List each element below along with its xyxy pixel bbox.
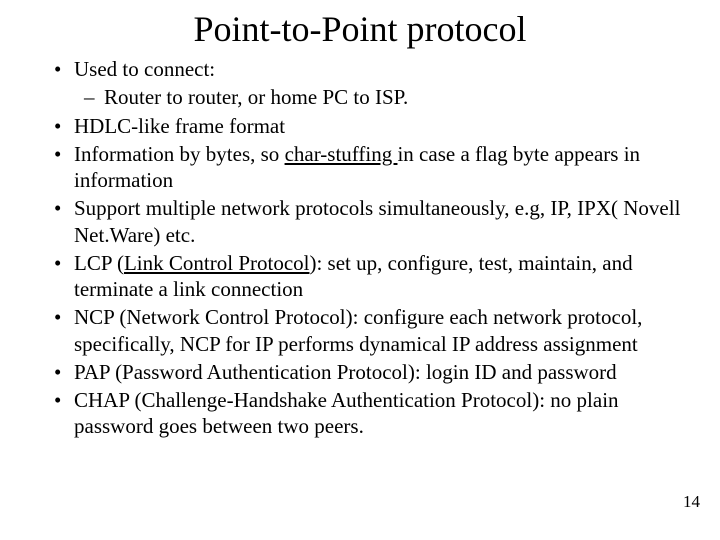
bullet-item: LCP (Link Control Protocol): set up, con… bbox=[50, 250, 690, 303]
bullet-text: Information by bytes, so bbox=[74, 142, 285, 166]
bullet-list: Used to connect: Router to router, or ho… bbox=[50, 56, 690, 440]
underlined-text: char-stuffing bbox=[285, 142, 398, 166]
bullet-item: HDLC-like frame format bbox=[50, 113, 690, 139]
bullet-item: CHAP (Challenge-Handshake Authentication… bbox=[50, 387, 690, 440]
sub-bullet-text: Router to router, or home PC to ISP. bbox=[104, 85, 408, 109]
bullet-item: Information by bytes, so char-stuffing i… bbox=[50, 141, 690, 194]
bullet-text: NCP (Network Control Protocol): configur… bbox=[74, 305, 642, 355]
slide: Point-to-Point protocol Used to connect:… bbox=[0, 0, 720, 540]
sub-bullet-item: Router to router, or home PC to ISP. bbox=[82, 84, 690, 110]
bullet-text: Used to connect: bbox=[74, 57, 215, 81]
bullet-text: Support multiple network protocols simul… bbox=[74, 196, 680, 246]
bullet-text: PAP (Password Authentication Protocol): … bbox=[74, 360, 617, 384]
bullet-item: Support multiple network protocols simul… bbox=[50, 195, 690, 248]
bullet-text: HDLC-like frame format bbox=[74, 114, 285, 138]
bullet-item: Used to connect: Router to router, or ho… bbox=[50, 56, 690, 111]
underlined-text: Link Control Protocol bbox=[124, 251, 310, 275]
slide-content: Used to connect: Router to router, or ho… bbox=[30, 56, 690, 440]
slide-title: Point-to-Point protocol bbox=[30, 8, 690, 50]
bullet-item: PAP (Password Authentication Protocol): … bbox=[50, 359, 690, 385]
bullet-text: CHAP (Challenge-Handshake Authentication… bbox=[74, 388, 619, 438]
bullet-item: NCP (Network Control Protocol): configur… bbox=[50, 304, 690, 357]
page-number: 14 bbox=[683, 492, 700, 512]
bullet-text: LCP ( bbox=[74, 251, 124, 275]
sub-bullet-list: Router to router, or home PC to ISP. bbox=[74, 84, 690, 110]
